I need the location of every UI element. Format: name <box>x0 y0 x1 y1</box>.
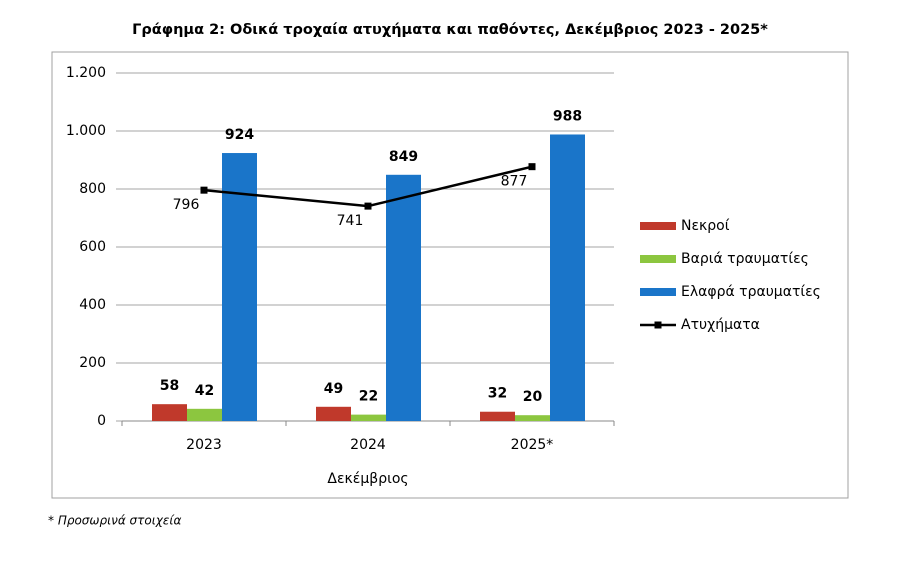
line-value-label: 796 <box>173 197 200 213</box>
bar <box>222 153 257 422</box>
legend-swatch <box>640 222 676 230</box>
line-marker <box>200 186 208 194</box>
line-value-label: 741 <box>337 213 364 229</box>
bar <box>187 408 222 421</box>
bar <box>316 406 351 421</box>
legend-label: Νεκροί <box>681 218 730 234</box>
bar-value-label: 849 <box>389 149 418 165</box>
bar <box>480 411 515 421</box>
x-tick-label: 2025* <box>511 437 554 453</box>
bar-value-label: 32 <box>488 386 507 402</box>
bar <box>515 415 550 421</box>
bar-value-label: 22 <box>359 389 378 405</box>
legend-swatch <box>640 288 676 296</box>
y-tick-label: 0 <box>97 413 106 429</box>
y-tick-label: 1.200 <box>66 65 106 81</box>
line-marker <box>528 163 536 171</box>
legend-swatch <box>640 255 676 263</box>
bar-value-label: 42 <box>195 383 214 399</box>
legend-label: Βαριά τραυματίες <box>681 251 809 267</box>
y-tick-label: 600 <box>79 239 106 255</box>
bar-value-label: 924 <box>225 127 254 143</box>
chart-title: Γράφημα 2: Οδικά τροχαία ατυχήματα και π… <box>132 22 768 38</box>
bar <box>386 174 421 421</box>
bar-value-label: 20 <box>523 389 543 405</box>
bar-value-label: 58 <box>160 378 179 394</box>
line-value-label: 877 <box>501 174 528 190</box>
legend-label: Ελαφρά τραυματίες <box>681 284 821 300</box>
y-tick-label: 400 <box>79 297 106 313</box>
y-tick-label: 1.000 <box>66 123 106 139</box>
bar <box>152 404 187 421</box>
chart-frame <box>51 51 849 499</box>
y-tick-label: 800 <box>79 181 106 197</box>
bar-value-label: 49 <box>324 381 343 397</box>
line-marker <box>364 202 372 210</box>
legend-swatch <box>654 321 662 329</box>
legend-label: Ατυχήματα <box>681 317 760 333</box>
x-tick-label: 2023 <box>186 437 222 453</box>
y-tick-label: 200 <box>79 355 106 371</box>
x-tick-label: 2024 <box>350 437 386 453</box>
bar <box>351 414 386 421</box>
bar-value-label: 988 <box>553 108 582 124</box>
footnote: * Προσωρινά στοιχεία <box>48 514 181 528</box>
bar <box>550 134 585 422</box>
x-axis-label: Δεκέμβριος <box>327 471 408 487</box>
